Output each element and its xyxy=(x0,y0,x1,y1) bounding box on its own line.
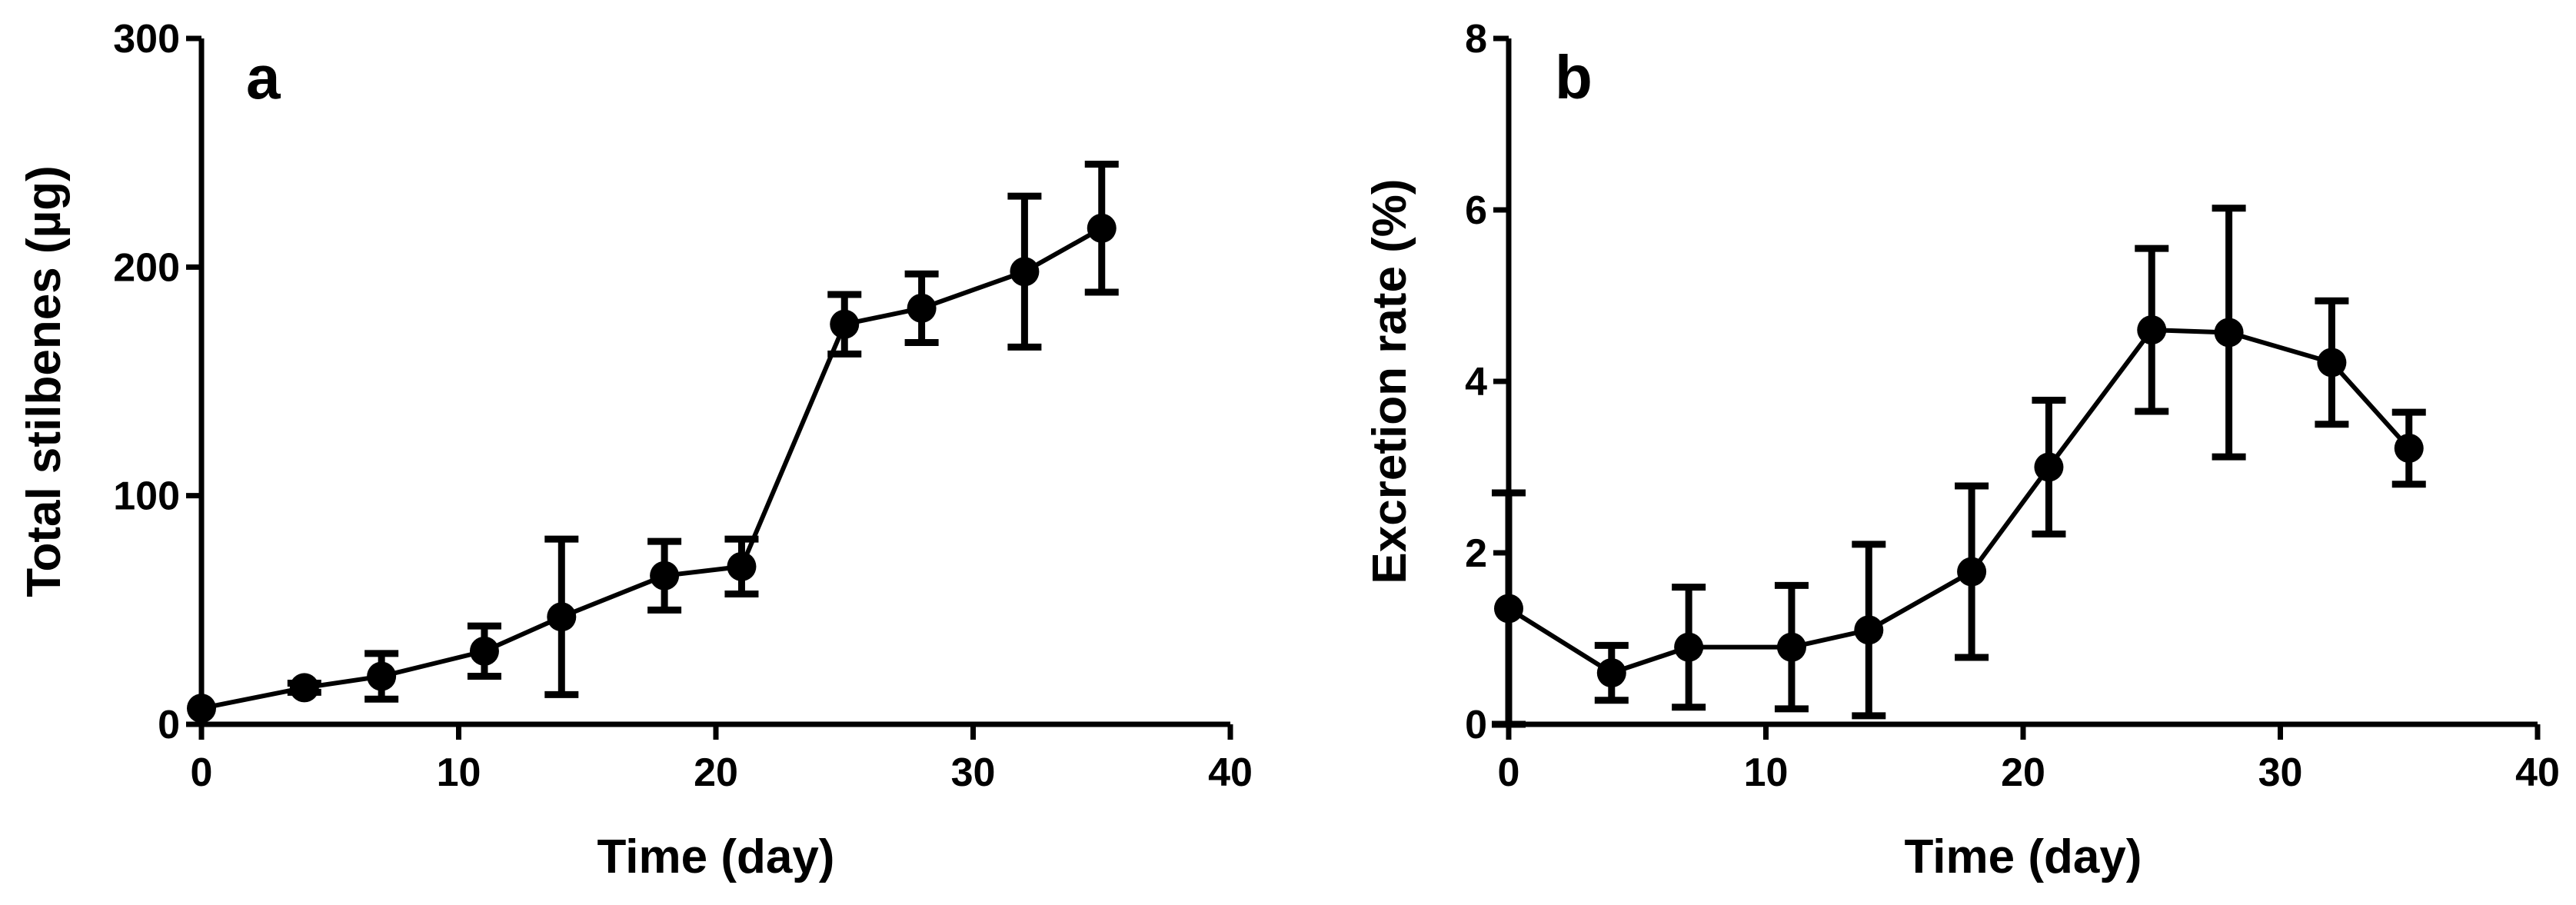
panel-b-y-tick-label: 6 xyxy=(1465,188,1487,233)
panel-b-y-tick-label: 0 xyxy=(1465,703,1487,747)
panel-a-x-axis-title: Time (day) xyxy=(597,830,835,883)
panel-b-data-point xyxy=(2137,315,2167,345)
panel-b-series-line xyxy=(1507,328,2411,676)
panel-a-letter: a xyxy=(246,43,281,111)
panel-a-x-tick-label: 30 xyxy=(951,750,996,795)
panel-a-y-tick-label: 0 xyxy=(158,703,180,747)
panel-a-data-point xyxy=(830,309,860,339)
panel-b-data-point xyxy=(2394,433,2424,463)
panel-b-data-point xyxy=(2214,318,2244,348)
panel-b-data-point xyxy=(1494,594,1523,624)
panel-a-y-axis-title: Total stilbenes (µg) xyxy=(18,165,71,597)
panel-a-data-point xyxy=(187,694,216,724)
panel-b-x-tick-label: 40 xyxy=(2515,750,2560,795)
panel-b-data-point xyxy=(2034,452,2064,482)
panel-a-data-point xyxy=(289,673,319,703)
panel-b-y-axis-title: Excretion rate (%) xyxy=(1363,178,1416,584)
panel-b-x-tick-label: 0 xyxy=(1498,750,1520,795)
panel-b: b 0 10 20 30 40 0 2 4 6 8 Time (day) Excretion rate… xyxy=(1363,17,2560,883)
panel-b-y-tick-label: 8 xyxy=(1465,17,1487,62)
panel-b-x-tick-label: 20 xyxy=(2001,750,2045,795)
panel-b-y-tick-label: 4 xyxy=(1465,360,1487,404)
panel-a-x-tick-label: 20 xyxy=(694,750,738,795)
panel-b-data-point xyxy=(1854,615,1884,645)
panel-a: a 0 10 20 30 40 0 100 200 300 Time (day) Total sti… xyxy=(18,17,1253,883)
panel-b-x-axis-title: Time (day) xyxy=(1905,830,2142,883)
panel-a-y-tick-label: 100 xyxy=(113,474,180,519)
panel-b-y-tick-label: 2 xyxy=(1465,531,1487,576)
panel-b-data-point xyxy=(1957,557,1987,587)
panel-b-x-tick-label: 10 xyxy=(1744,750,1789,795)
panel-b-data-point xyxy=(1776,632,1806,662)
panel-a-x-tick-label: 0 xyxy=(191,750,213,795)
panel-a-data-point xyxy=(727,551,757,581)
panel-a-data-point xyxy=(907,293,937,323)
panel-a-series-line xyxy=(201,226,1103,711)
panel-a-y-tick-label: 200 xyxy=(113,245,180,290)
panel-b-data-point xyxy=(1674,632,1704,662)
panel-a-data-point xyxy=(547,602,577,632)
panel-b-x-tick-label: 30 xyxy=(2258,750,2303,795)
panel-a-x-tick-label: 40 xyxy=(1208,750,1253,795)
panel-a-data-point xyxy=(1087,213,1117,243)
panel-b-data-point xyxy=(2317,348,2347,378)
panel-a-data-point xyxy=(469,636,499,666)
panel-a-y-tick-label: 300 xyxy=(113,17,180,62)
panel-b-data-point xyxy=(1596,658,1626,688)
panel-a-data-point xyxy=(650,561,680,591)
panel-a-data-point xyxy=(1010,257,1040,287)
panel-a-data-point xyxy=(367,661,397,691)
panel-b-letter: b xyxy=(1555,43,1593,111)
panel-a-x-tick-label: 10 xyxy=(437,750,481,795)
